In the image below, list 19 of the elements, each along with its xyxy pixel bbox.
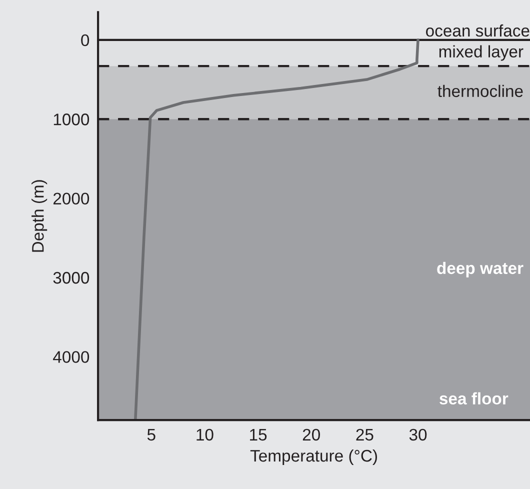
y-axis-title: Depth (m) [32,180,48,252]
x-tick-label: 5 [147,428,156,441]
band-label: mixed layer [439,45,524,61]
x-tick-label: 30 [409,428,427,441]
x-tick-label: 10 [196,428,214,441]
line-series [134,38,420,420]
y-tick-label: 3000 [53,272,90,284]
y-tick-label: 1000 [54,114,90,126]
x-tick-label: 25 [356,428,374,441]
band-label: thermocline [438,84,523,98]
x-tick-label: 20 [302,428,320,441]
x-tick-label: 15 [250,428,267,441]
x-axis-title: Temperature (°C) [250,449,377,466]
y-tick-label: 0 [81,34,90,46]
y-tick-label: 4000 [53,351,90,363]
ref-line-label: ocean surface [426,24,530,37]
y-tick-label: 2000 [53,192,90,205]
band-label: deep water [437,262,524,278]
annotation: sea floor [440,392,508,405]
